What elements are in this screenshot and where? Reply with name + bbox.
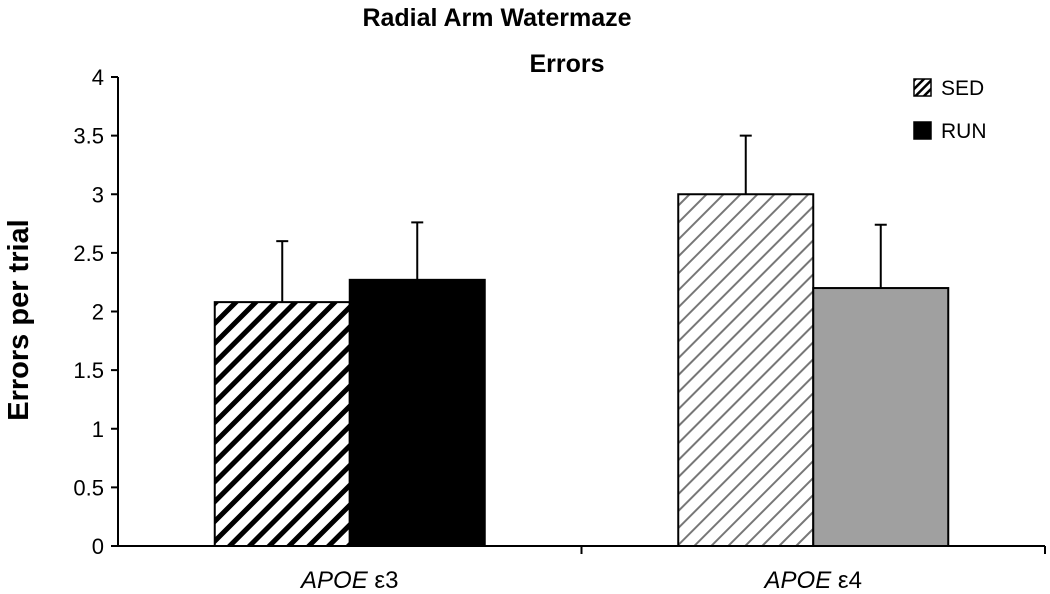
y-axis-label: Errors per trial	[3, 219, 35, 420]
y-tick-label: 0.5	[73, 475, 104, 500]
bars	[213, 193, 950, 547]
bar-sed-1	[213, 301, 351, 547]
y-tick-label: 2.5	[73, 241, 104, 266]
bar-run-2	[812, 287, 950, 547]
bar-sed-2	[677, 193, 815, 547]
x-tick-label-allele: ε4	[831, 567, 862, 594]
x-tick-label-gene: APOE	[763, 567, 833, 594]
error-bars	[276, 134, 887, 303]
y-tick-label: 1	[92, 417, 104, 442]
y-tick-label: 1.5	[73, 358, 104, 383]
legend-label-run: RUN	[941, 120, 987, 143]
y-tick-label: 4	[92, 65, 104, 90]
chart-title-line-2: Errors	[529, 50, 604, 78]
x-tick-label: APOE ε3	[299, 567, 398, 594]
y-tick-label: 0	[92, 534, 104, 559]
legend-label-sed: SED	[941, 77, 984, 100]
y-tick-label: 3.5	[73, 124, 104, 149]
x-tick-label-gene: APOE	[299, 567, 369, 594]
y-tick-label: 2	[92, 300, 104, 325]
legend-swatch-run	[913, 121, 932, 140]
x-tick-labels: APOE ε3 APOE ε4	[299, 567, 862, 594]
x-tick-label: APOE ε4	[763, 567, 862, 594]
bar-run-1	[348, 278, 486, 547]
y-tick-label: 3	[92, 182, 104, 207]
legend-swatch-sed	[913, 78, 932, 97]
x-tick-label-allele: ε3	[368, 567, 399, 594]
chart-title-line-1: Radial Arm Watermaze	[362, 4, 631, 32]
legend: SED RUN	[913, 77, 987, 143]
